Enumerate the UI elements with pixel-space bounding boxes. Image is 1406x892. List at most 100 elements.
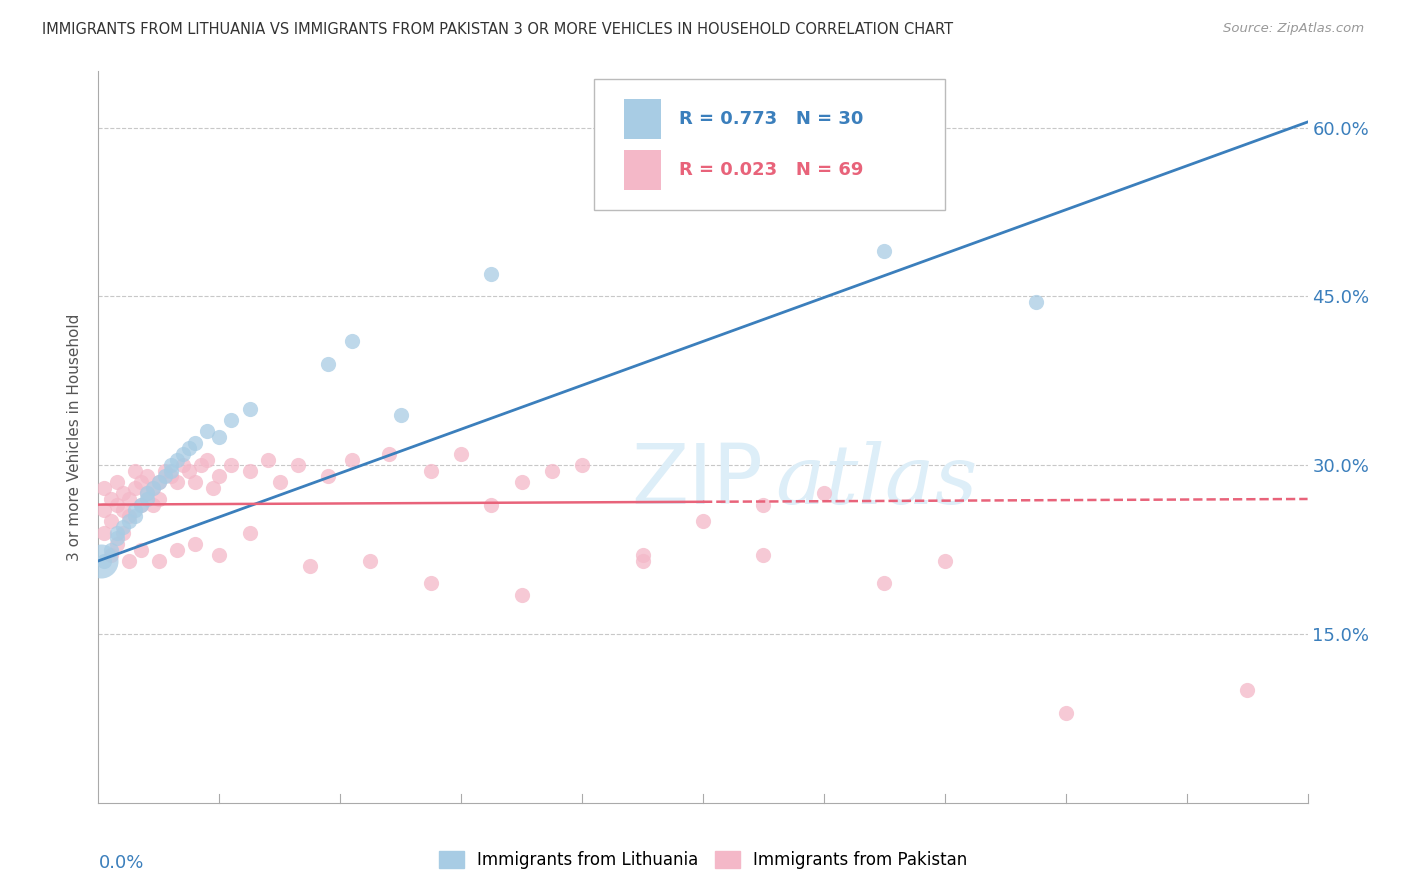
Point (239, 464, 262, 478)
Legend: Immigrants from Lithuania, Immigrants from Pakistan: Immigrants from Lithuania, Immigrants fr… (432, 845, 974, 876)
Point (316, 357, 339, 371)
Text: atlas: atlas (776, 441, 979, 521)
Point (160, 464, 183, 478)
Point (221, 413, 243, 427)
Point (813, 486, 835, 500)
Point (129, 498, 152, 512)
Text: IMMIGRANTS FROM LITHUANIA VS IMMIGRANTS FROM PAKISTAN 3 OR MORE VEHICLES IN HOUS: IMMIGRANTS FROM LITHUANIA VS IMMIGRANTS … (42, 22, 953, 37)
Point (166, 452, 188, 467)
Point (148, 475, 170, 489)
Point (172, 447, 194, 461)
Text: R = 0.773   N = 30: R = 0.773 N = 30 (679, 110, 863, 128)
Point (153, 464, 176, 478)
Point (481, 267, 503, 281)
Point (105, 525, 128, 540)
Point (100, 542, 122, 557)
Point (510, 588, 533, 602)
FancyBboxPatch shape (595, 78, 945, 211)
Point (179, 442, 201, 456)
Point (105, 498, 128, 512)
Text: 0.0%: 0.0% (98, 854, 143, 872)
Point (1024, 295, 1046, 310)
Point (481, 498, 503, 512)
Point (142, 498, 165, 512)
Point (1236, 683, 1258, 698)
Point (118, 515, 141, 529)
Point (105, 475, 128, 489)
Text: Source: ZipAtlas.com: Source: ZipAtlas.com (1223, 22, 1364, 36)
Point (129, 498, 152, 512)
Point (90, 554, 112, 568)
Point (129, 475, 152, 489)
Point (118, 554, 141, 568)
Point (752, 548, 775, 562)
Point (160, 458, 183, 473)
Point (239, 525, 262, 540)
Point (124, 481, 146, 495)
Point (148, 554, 170, 568)
Text: R = 0.023   N = 69: R = 0.023 N = 69 (679, 161, 863, 179)
Point (873, 576, 896, 591)
Point (377, 447, 399, 461)
Point (135, 486, 157, 500)
Y-axis label: 3 or more Vehicles in Household: 3 or more Vehicles in Household (67, 313, 83, 561)
Point (1054, 706, 1077, 720)
Point (111, 503, 134, 517)
Point (135, 486, 157, 500)
Point (93, 554, 115, 568)
Point (172, 458, 194, 473)
Point (124, 508, 146, 523)
Point (93, 481, 115, 495)
Point (510, 475, 533, 489)
Point (202, 481, 225, 495)
Point (299, 559, 322, 574)
Point (540, 464, 562, 478)
Point (631, 548, 654, 562)
Point (129, 542, 152, 557)
Point (118, 508, 141, 523)
FancyBboxPatch shape (624, 150, 661, 190)
Point (142, 481, 165, 495)
Point (166, 475, 188, 489)
Point (93, 525, 115, 540)
Point (148, 491, 170, 506)
Point (269, 475, 291, 489)
Point (179, 464, 201, 478)
Point (208, 469, 231, 483)
Point (342, 452, 364, 467)
Point (221, 458, 243, 473)
Point (316, 469, 339, 483)
Point (124, 464, 146, 478)
Point (692, 515, 714, 529)
Point (135, 469, 157, 483)
Point (160, 469, 183, 483)
Point (873, 244, 896, 259)
Point (184, 475, 207, 489)
Point (184, 537, 207, 551)
Point (105, 532, 128, 546)
Point (256, 452, 278, 467)
Point (111, 520, 134, 534)
Point (124, 503, 146, 517)
Point (287, 458, 309, 473)
Point (148, 475, 170, 489)
Point (195, 452, 218, 467)
Point (389, 408, 412, 422)
Point (111, 486, 134, 500)
Point (631, 554, 654, 568)
Point (111, 525, 134, 540)
Point (184, 435, 207, 450)
Point (239, 401, 262, 416)
Point (100, 548, 122, 562)
Point (208, 548, 231, 562)
Point (135, 491, 157, 506)
Point (195, 425, 218, 439)
Point (93, 503, 115, 517)
Point (360, 554, 382, 568)
Point (118, 491, 141, 506)
FancyBboxPatch shape (624, 99, 661, 139)
Point (420, 576, 443, 591)
Point (142, 481, 165, 495)
Point (934, 554, 956, 568)
Point (105, 537, 128, 551)
